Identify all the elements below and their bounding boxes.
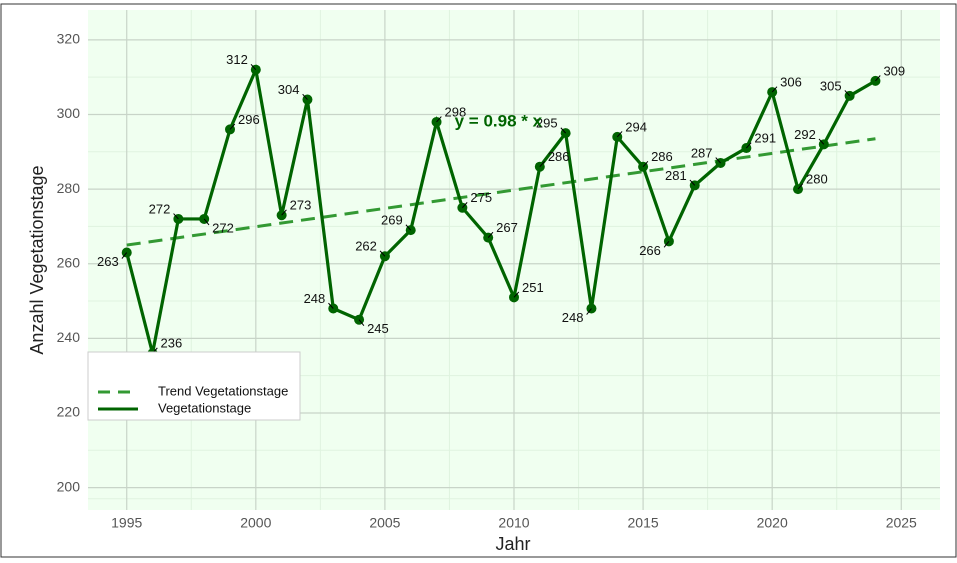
- label-leader: [616, 131, 623, 138]
- label-leader: [250, 63, 257, 71]
- data-label: 306: [780, 75, 802, 90]
- label-leader: [436, 116, 442, 123]
- label-leader: [173, 213, 179, 220]
- data-label: 263: [97, 254, 119, 269]
- x-tick-label: 2015: [628, 515, 659, 531]
- data-label: 248: [562, 310, 584, 325]
- data-label: 266: [639, 243, 661, 258]
- data-label: 304: [278, 82, 300, 97]
- data-label: 248: [304, 291, 326, 306]
- data-label: 305: [820, 78, 842, 93]
- label-leader: [405, 224, 412, 231]
- label-leader: [715, 157, 721, 164]
- legend-label: Trend Vegetationstage: [158, 383, 288, 398]
- y-tick-label: 240: [57, 329, 81, 345]
- data-label: 298: [445, 104, 467, 119]
- data-label: 272: [212, 220, 234, 235]
- data-label: 275: [470, 190, 492, 205]
- data-label: 286: [651, 149, 673, 164]
- label-leader: [229, 123, 236, 130]
- label-leader: [281, 209, 287, 216]
- data-label: 280: [806, 172, 828, 187]
- data-label: 309: [883, 63, 905, 78]
- series-line: [125, 64, 877, 354]
- label-leader: [844, 90, 851, 97]
- label-leader: [586, 308, 592, 315]
- x-tick-label: 2025: [886, 515, 917, 531]
- data-label: 292: [794, 127, 816, 142]
- label-leader: [663, 241, 670, 248]
- data-label: 281: [665, 168, 687, 183]
- data-label: 245: [367, 321, 389, 336]
- data-label: 291: [754, 130, 776, 145]
- data-label: 312: [226, 52, 248, 67]
- label-leader: [560, 127, 567, 134]
- y-axis-label: Anzahl Vegetationstage: [27, 165, 47, 354]
- data-label: 262: [355, 239, 377, 254]
- label-leader: [379, 250, 386, 257]
- data-label: 236: [161, 336, 183, 351]
- label-leader: [771, 86, 778, 93]
- data-label: 287: [691, 145, 713, 160]
- label-leader: [745, 142, 752, 149]
- y-tick-label: 320: [57, 31, 81, 47]
- annotation: y = 0.98 * x: [455, 111, 543, 130]
- label-leader: [358, 319, 365, 327]
- label-leader: [513, 291, 520, 298]
- data-label: 272: [149, 201, 171, 216]
- label-leader: [818, 138, 825, 145]
- data-label: 267: [496, 220, 518, 235]
- x-tick-label: 1995: [111, 515, 142, 531]
- y-tick-label: 260: [57, 254, 81, 270]
- data-label: 295: [536, 116, 558, 131]
- label-leader: [302, 93, 308, 100]
- legend-label: Vegetationstage: [158, 400, 251, 415]
- label-leader: [121, 252, 128, 259]
- data-label: 294: [625, 119, 647, 134]
- y-tick-label: 220: [57, 404, 81, 420]
- series-line: [126, 137, 876, 247]
- label-leader: [461, 202, 468, 209]
- label-leader: [487, 231, 494, 238]
- x-tick-label: 2005: [369, 515, 400, 531]
- data-label: 273: [290, 198, 312, 213]
- x-tick-label: 2000: [240, 515, 271, 531]
- x-axis-label: Jahr: [495, 534, 530, 554]
- label-leader: [797, 183, 804, 190]
- label-leader: [539, 160, 545, 168]
- label-leader: [875, 75, 881, 82]
- frame: [0, 3, 957, 558]
- data-label: 269: [381, 213, 403, 228]
- label-leader: [203, 218, 210, 226]
- label-leader: [328, 302, 334, 309]
- label-leader: [689, 179, 696, 186]
- y-tick-label: 200: [57, 478, 81, 494]
- data-label: 286: [548, 149, 570, 164]
- y-tick-label: 280: [57, 180, 81, 196]
- x-tick-label: 2020: [757, 515, 788, 531]
- data-label: 296: [238, 112, 260, 127]
- x-tick-label: 2010: [498, 515, 529, 531]
- point: [121, 247, 132, 258]
- label-leader: [642, 160, 649, 168]
- y-tick-label: 300: [57, 105, 81, 121]
- data-label: 251: [522, 280, 544, 295]
